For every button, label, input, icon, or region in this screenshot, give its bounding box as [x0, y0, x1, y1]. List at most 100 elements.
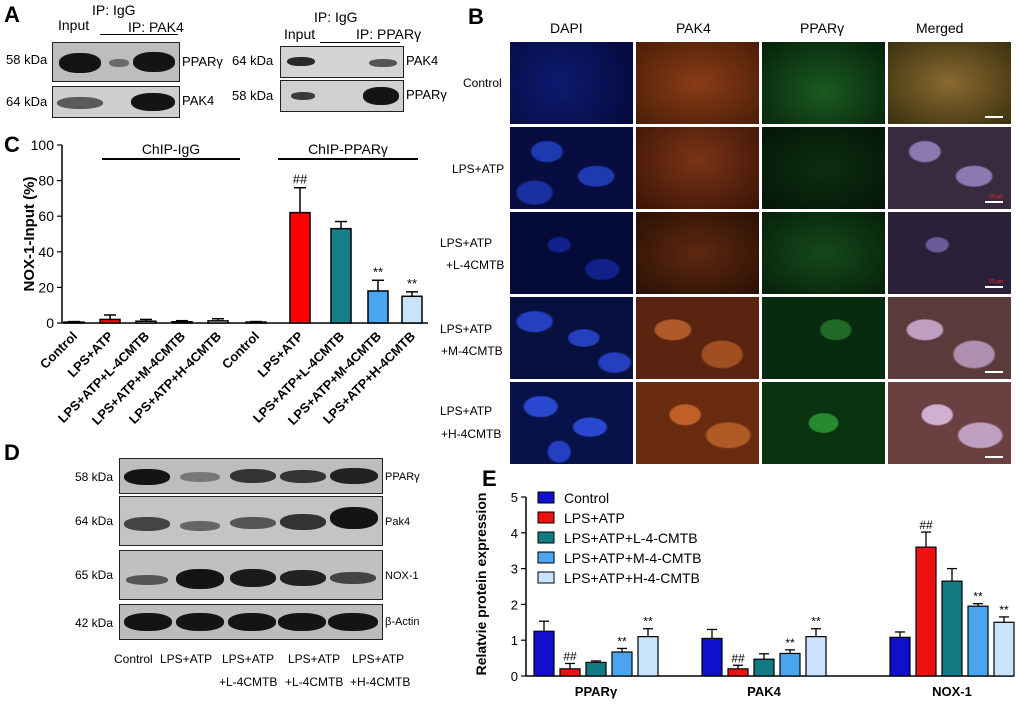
y-tick-label: 1: [511, 633, 518, 648]
row-label: +H-4CMTB: [441, 427, 502, 441]
legend-label: Control: [564, 490, 609, 506]
significance-label: **: [407, 276, 417, 291]
scale-bar: [985, 371, 1003, 373]
dapi-image: [510, 212, 633, 294]
column-header-merged: Merged: [916, 20, 964, 36]
bar: [533, 630, 555, 677]
row-label: +L-4CMTB: [446, 258, 505, 272]
ppar-image: [762, 127, 885, 209]
bar: [701, 637, 723, 677]
protein-label: PPARγ: [406, 87, 447, 102]
ip-igg-label: IP: IgG: [314, 9, 358, 25]
y-tick-label: 40: [38, 244, 54, 260]
y-tick-label: 3: [511, 562, 518, 577]
protein-label: PAK4: [406, 53, 439, 68]
bar: [637, 636, 659, 677]
row-label: Control: [463, 76, 502, 90]
coip-blot-ppar-r: [280, 80, 404, 112]
significance-label: ##: [563, 649, 577, 663]
significance-label: **: [643, 615, 653, 629]
bar: [779, 652, 801, 677]
y-axis-label: NOX-1-Input (%): [21, 177, 38, 292]
input-label: Input: [284, 26, 316, 42]
lane-label: Control: [114, 652, 153, 666]
bar: [289, 211, 311, 324]
bar: [753, 658, 775, 677]
significance-label: **: [811, 615, 821, 629]
significance-label: ##: [731, 651, 745, 665]
panel-c-label: C: [4, 132, 20, 157]
significance-label: **: [785, 636, 795, 650]
protein-label: PAK4: [182, 93, 215, 108]
lane-label: +L-4CMTB: [219, 675, 278, 689]
legend-swatch: [537, 491, 555, 504]
pak4-image: [636, 297, 759, 379]
ip-ppar-label: IP: PPARγ: [356, 26, 422, 42]
panel-b-label: B: [468, 4, 484, 29]
y-tick-label: 4: [511, 526, 518, 541]
bar: [99, 318, 121, 324]
y-tick-label: 5: [511, 490, 518, 505]
legend-label: LPS+ATP+H-4-CMTB: [564, 570, 700, 586]
significance-label: **: [999, 603, 1009, 617]
protein-label: β-Actin: [385, 616, 420, 628]
blot-band: [126, 575, 168, 585]
protein-label: PPARγ: [182, 54, 223, 69]
protein-label: PPARγ: [385, 471, 420, 483]
bar: [585, 661, 607, 677]
micrograph-grid: Control LPS+ATP LPS+ATP +L-4CMTB LPS+ATP…: [440, 42, 1011, 464]
legend-swatch: [537, 571, 555, 584]
blot-band: [330, 468, 378, 484]
legend-label: LPS+ATP+M-4-CMTB: [564, 550, 701, 566]
coip-blot-pak4-r: [280, 46, 404, 78]
wb-blot-actin: [119, 604, 383, 640]
blot-band: [230, 569, 276, 587]
blot-band: [57, 97, 103, 109]
x-tick-label: PAK4: [747, 684, 781, 699]
coip-blot-ppar: [52, 42, 180, 82]
protein-label: Pak4: [385, 516, 411, 528]
significance-label: **: [373, 264, 383, 279]
row-label: LPS+ATP: [440, 236, 493, 250]
y-tick-label: 2: [511, 597, 518, 612]
blot-band: [176, 569, 224, 589]
blot-band: [131, 93, 175, 111]
bar: [135, 320, 157, 324]
dapi-image: [510, 382, 633, 464]
blot-band: [330, 572, 376, 584]
scale-label: 20 μm: [989, 194, 1003, 200]
row-label: +M-4CMTB: [441, 344, 503, 358]
blot-band: [280, 470, 326, 483]
ip-header-line: [100, 34, 178, 35]
merged-image: [888, 297, 1011, 379]
bar: [367, 290, 389, 324]
ip-pak4-label: IP: PAK4: [128, 19, 184, 35]
bar: [611, 651, 633, 677]
legend-swatch: [537, 531, 555, 544]
blot-band: [230, 469, 276, 483]
y-tick-label: 80: [38, 173, 54, 189]
legend-swatch: [537, 511, 555, 524]
dapi-image: [510, 42, 633, 124]
bar: [559, 668, 581, 677]
scale-bar: [985, 201, 1003, 203]
blot-band: [124, 613, 172, 631]
ppar-image: [762, 42, 885, 124]
blot-band: [291, 92, 315, 100]
mw-label: 64 kDa: [232, 53, 274, 68]
ip-header-line: [320, 42, 400, 43]
blot-band: [228, 613, 276, 631]
bar: [805, 636, 827, 677]
blot-band: [369, 59, 397, 67]
blot-band: [133, 52, 175, 72]
bar: [171, 321, 193, 324]
ppar-image: [762, 382, 885, 464]
significance-label: **: [617, 634, 627, 648]
y-tick-label: 0: [46, 315, 54, 331]
significance-label: ##: [293, 172, 308, 187]
lane-label: LPS+ATP: [288, 652, 341, 666]
y-tick-label: 60: [38, 208, 54, 224]
blot-band: [180, 472, 220, 482]
dapi-image: [510, 127, 633, 209]
wb-blot-nox1: [119, 550, 383, 600]
